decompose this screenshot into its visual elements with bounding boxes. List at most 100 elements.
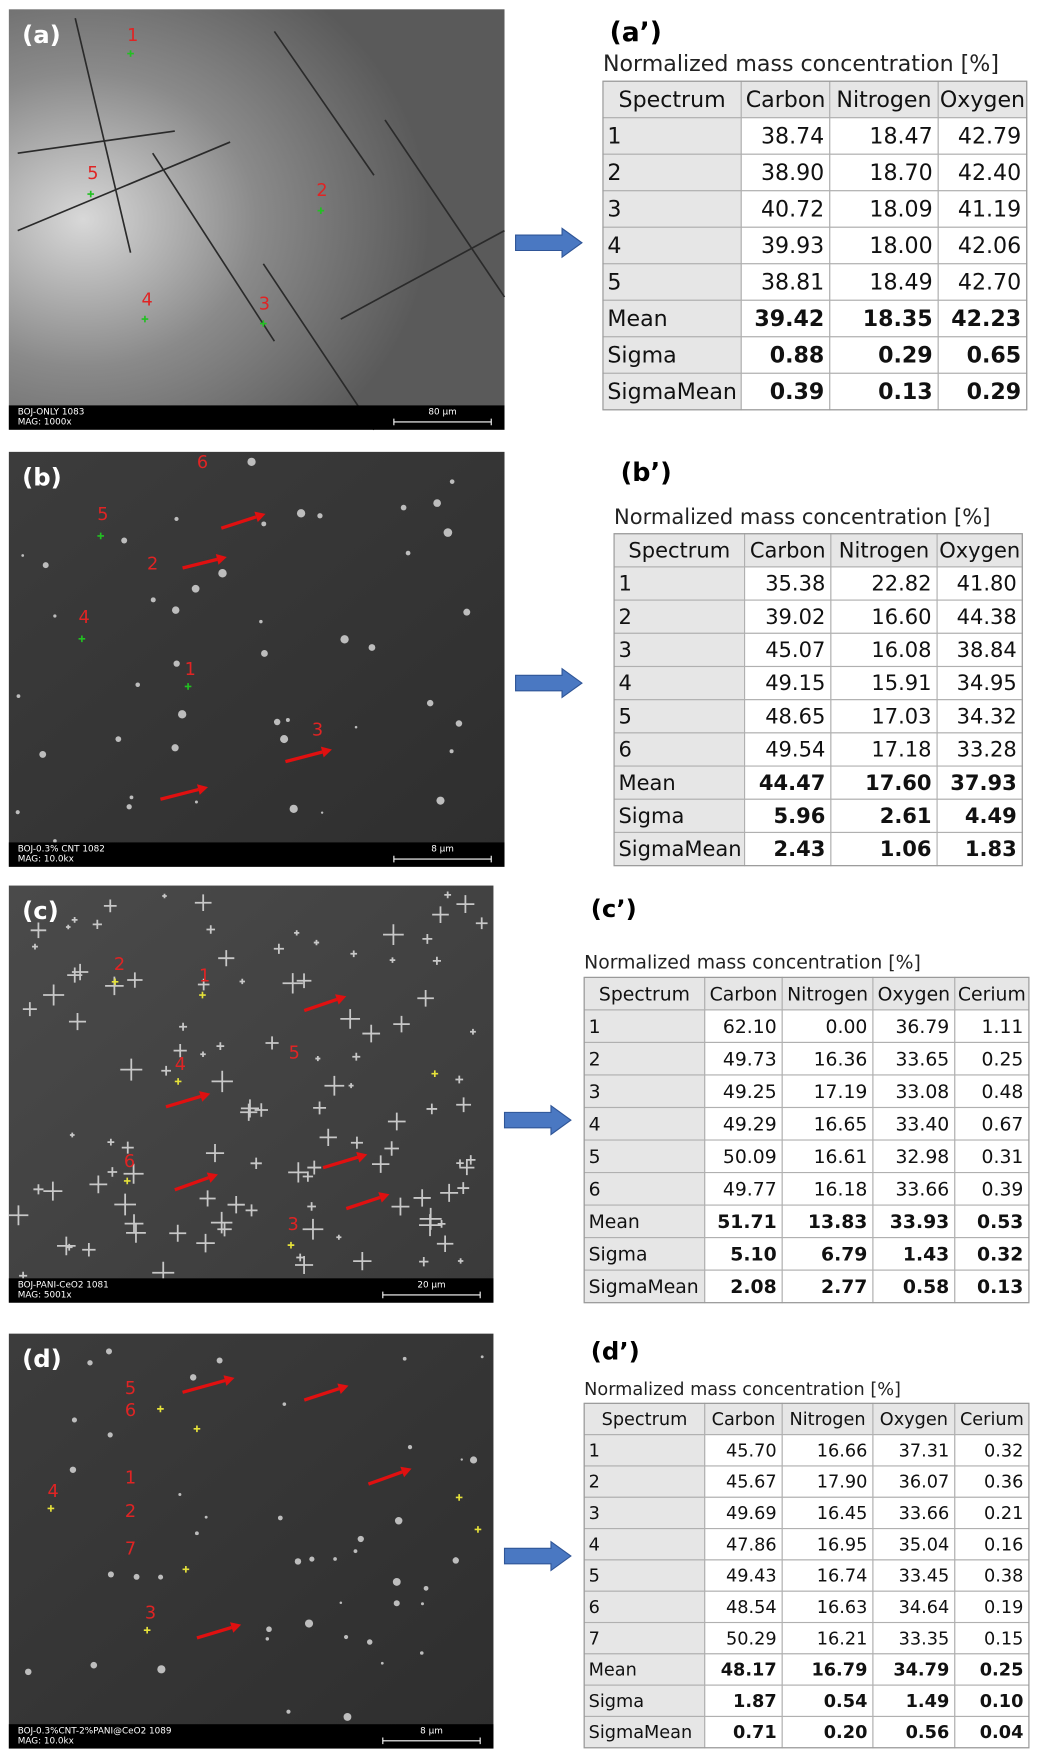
table-cell [583,1465,706,1498]
particle [24,1668,32,1676]
table-value: 16.45 [817,1504,868,1524]
table-value: 3 [618,637,631,662]
table-value: 0.16 [984,1535,1023,1555]
table-cell [937,190,1028,228]
table-header: Cerium [958,984,1026,1005]
spectrum-point [47,1505,55,1512]
panel-label: (b) [22,462,62,491]
crystal [218,950,235,967]
table-cell [936,732,1023,767]
table-value: 49.77 [723,1179,777,1200]
table-border [613,533,1023,867]
crystal [68,1013,87,1031]
table-cell [954,1434,1030,1467]
table-value: Mean [589,1212,640,1233]
crystal [391,1197,410,1216]
crystal [240,1099,259,1118]
table-value: 48.65 [765,703,825,728]
table-value: 3 [607,197,621,223]
table-cell [744,665,832,701]
table-cell [613,665,746,701]
crystal [313,1101,327,1115]
table-value: 0.65 [967,343,1022,369]
particle [285,718,290,723]
table-value: 50.09 [723,1147,777,1168]
table-cell [954,1621,1030,1655]
particle [107,1571,114,1578]
crystal [470,1028,476,1035]
crystal [67,967,83,983]
table-value: 34.79 [893,1661,949,1681]
crystal [71,916,78,923]
sem-background [8,885,494,1303]
table-value: 0.88 [770,343,825,369]
spectrum-point-label: 5 [289,1044,300,1064]
particle [15,810,20,815]
table-cell [937,226,1028,265]
table-value: 17.90 [817,1473,868,1493]
table-value: 33.28 [957,737,1017,762]
spectrum-point-label: 4 [175,1055,186,1075]
crystal [457,1182,470,1194]
table-cell [830,599,938,634]
table-value: SigmaMean [589,1723,693,1743]
particle [452,1557,459,1564]
table-value: 1 [589,1017,601,1038]
crystal [124,1214,144,1234]
spectrum-point-label: 6 [124,1152,135,1172]
table-cell [781,1074,874,1109]
table-cell [740,263,831,301]
table-value: 2.77 [821,1277,867,1298]
table-value: 16.21 [817,1629,868,1649]
particle [423,1585,429,1591]
table-header: Nitrogen [790,1410,866,1430]
table-value: 0.31 [982,1147,1024,1168]
spectrum-point-label: 7 [125,1539,136,1559]
spectrum-point [474,1526,482,1533]
table-value: 36.79 [895,1017,949,1038]
crystal [419,1207,442,1230]
red-arrow-head [215,554,227,565]
table-value: 47.86 [726,1535,777,1555]
particle [320,811,324,814]
table-value: 49.29 [723,1114,777,1135]
spectrum-point-label: 6 [125,1401,136,1421]
particle [317,513,323,519]
table-value: 16.61 [814,1147,868,1168]
table-value: 48.54 [726,1598,777,1618]
table-cell [704,1496,783,1530]
table-cell [744,765,832,800]
table-value: 0.54 [824,1692,868,1712]
sem-background [8,1333,494,1749]
crystal [103,899,117,913]
crystal [459,1160,475,1176]
table-value: 0.53 [977,1212,1023,1233]
table-cell [583,1009,706,1044]
spectrum-point-label: 2 [125,1502,136,1522]
table-value: Sigma [618,803,684,828]
crystal [456,1097,472,1113]
table-value: 5 [607,270,621,296]
table-header: Oxygen [940,87,1025,113]
table-value: 3 [589,1082,601,1103]
particle [158,1574,164,1580]
crystal [32,943,38,950]
particle [339,1601,343,1604]
table-cell [936,632,1023,668]
table-cell [872,1237,956,1271]
table-value: 5 [589,1147,601,1168]
particle [259,619,263,624]
table-value: 2 [589,1473,600,1493]
crystal [65,924,71,930]
spectrum-point [174,1078,182,1085]
table-value: 0.29 [878,343,933,369]
table-value: 37.93 [950,770,1016,795]
crystal [240,1103,258,1121]
table-value: 0.25 [980,1661,1024,1681]
table-value: 16.65 [814,1114,868,1135]
crystal [200,1051,206,1058]
particle [277,1515,283,1521]
table-cell [872,1172,956,1206]
table-value: 39.93 [761,233,824,259]
